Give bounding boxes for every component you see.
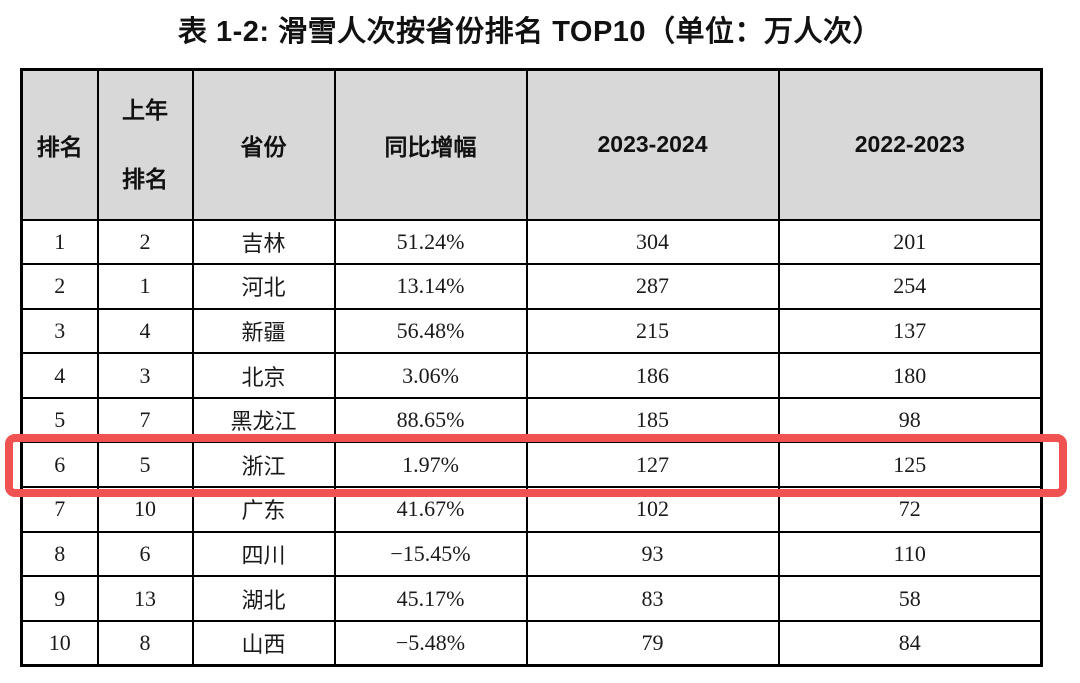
cell-rank: 6	[20, 441, 99, 489]
cell-yoy: 13.14%	[333, 263, 528, 310]
table-row: 3 4 新疆 56.48% 215 137	[20, 307, 1043, 355]
cell-yoy: 45.17%	[333, 575, 528, 622]
cell-yoy: 88.65%	[333, 396, 528, 444]
cell-yoy: −15.45%	[333, 530, 528, 578]
cell-season-2022-2023: 58	[777, 575, 1043, 622]
cell-season-2022-2023: 180	[777, 352, 1043, 399]
header-yoy-growth: 同比增幅	[333, 68, 528, 221]
cell-province: 四川	[191, 530, 336, 578]
cell-season-2023-2024: 185	[525, 396, 780, 444]
cell-season-2022-2023: 137	[777, 307, 1043, 355]
cell-season-2023-2024: 215	[525, 307, 780, 355]
cell-season-2023-2024: 186	[525, 352, 780, 399]
cell-rank: 3	[20, 307, 99, 355]
table-row: 9 13 湖北 45.17% 83 58	[20, 575, 1043, 622]
table-row: 8 6 四川 −15.45% 93 110	[20, 530, 1043, 578]
cell-province: 吉林	[191, 218, 336, 266]
cell-yoy: −5.48%	[333, 619, 528, 667]
table-row: 4 3 北京 3.06% 186 180	[20, 352, 1043, 399]
cell-province: 湖北	[191, 575, 336, 622]
cell-prev-rank: 6	[96, 530, 194, 578]
cell-rank: 5	[20, 396, 99, 444]
cell-prev-rank: 13	[96, 575, 194, 622]
cell-prev-rank: 8	[96, 619, 194, 667]
cell-rank: 2	[20, 263, 99, 310]
ranking-table: 排名 上年 排名 省份 同比增幅 2023-2024 2022-2023 1 2…	[20, 68, 1043, 667]
cell-season-2022-2023: 84	[777, 619, 1043, 667]
cell-yoy: 41.67%	[333, 486, 528, 533]
cell-rank: 4	[20, 352, 99, 399]
table-row: 5 7 黑龙江 88.65% 185 98	[20, 396, 1043, 444]
cell-season-2023-2024: 83	[525, 575, 780, 622]
cell-prev-rank: 1	[96, 263, 194, 310]
cell-province: 北京	[191, 352, 336, 399]
cell-season-2022-2023: 201	[777, 218, 1043, 266]
cell-rank: 10	[20, 619, 99, 667]
cell-rank: 1	[20, 218, 99, 266]
header-prev-rank: 上年 排名	[96, 68, 194, 221]
cell-province: 浙江	[191, 441, 336, 489]
table-row: 10 8 山西 −5.48% 79 84	[20, 619, 1043, 667]
table-row: 7 10 广东 41.67% 102 72	[20, 486, 1043, 533]
table-title: 表 1-2: 滑雪人次按省份排名 TOP10（单位：万人次）	[177, 16, 883, 48]
table-row: 2 1 河北 13.14% 287 254	[20, 263, 1043, 310]
header-rank: 排名	[20, 68, 99, 221]
cell-yoy: 56.48%	[333, 307, 528, 355]
header-season-2023-2024: 2023-2024	[525, 68, 780, 221]
header-row: 排名 上年 排名 省份 同比增幅 2023-2024 2022-2023	[20, 68, 1043, 221]
cell-season-2022-2023: 72	[777, 486, 1043, 533]
cell-season-2022-2023: 110	[777, 530, 1043, 578]
cell-rank: 9	[20, 575, 99, 622]
cell-prev-rank: 2	[96, 218, 194, 266]
cell-province: 河北	[191, 263, 336, 310]
cell-yoy: 51.24%	[333, 218, 528, 266]
header-province: 省份	[191, 68, 336, 221]
cell-province: 黑龙江	[191, 396, 336, 444]
cell-rank: 8	[20, 530, 99, 578]
cell-prev-rank: 4	[96, 307, 194, 355]
cell-season-2022-2023: 125	[777, 441, 1043, 489]
header-season-2022-2023: 2022-2023	[777, 68, 1043, 221]
cell-season-2023-2024: 287	[525, 263, 780, 310]
cell-prev-rank: 3	[96, 352, 194, 399]
cell-season-2022-2023: 254	[777, 263, 1043, 310]
table-row-highlighted: 6 5 浙江 1.97% 127 125	[20, 441, 1043, 489]
cell-province: 广东	[191, 486, 336, 533]
cell-prev-rank: 5	[96, 441, 194, 489]
cell-prev-rank: 10	[96, 486, 194, 533]
table-row: 1 2 吉林 51.24% 304 201	[20, 218, 1043, 266]
cell-season-2022-2023: 98	[777, 396, 1043, 444]
cell-yoy: 3.06%	[333, 352, 528, 399]
cell-season-2023-2024: 79	[525, 619, 780, 667]
cell-season-2023-2024: 102	[525, 486, 780, 533]
cell-season-2023-2024: 127	[525, 441, 780, 489]
cell-yoy: 1.97%	[333, 441, 528, 489]
cell-rank: 7	[20, 486, 99, 533]
cell-season-2023-2024: 93	[525, 530, 780, 578]
cell-province: 新疆	[191, 307, 336, 355]
cell-prev-rank: 7	[96, 396, 194, 444]
cell-province: 山西	[191, 619, 336, 667]
cell-season-2023-2024: 304	[525, 218, 780, 266]
